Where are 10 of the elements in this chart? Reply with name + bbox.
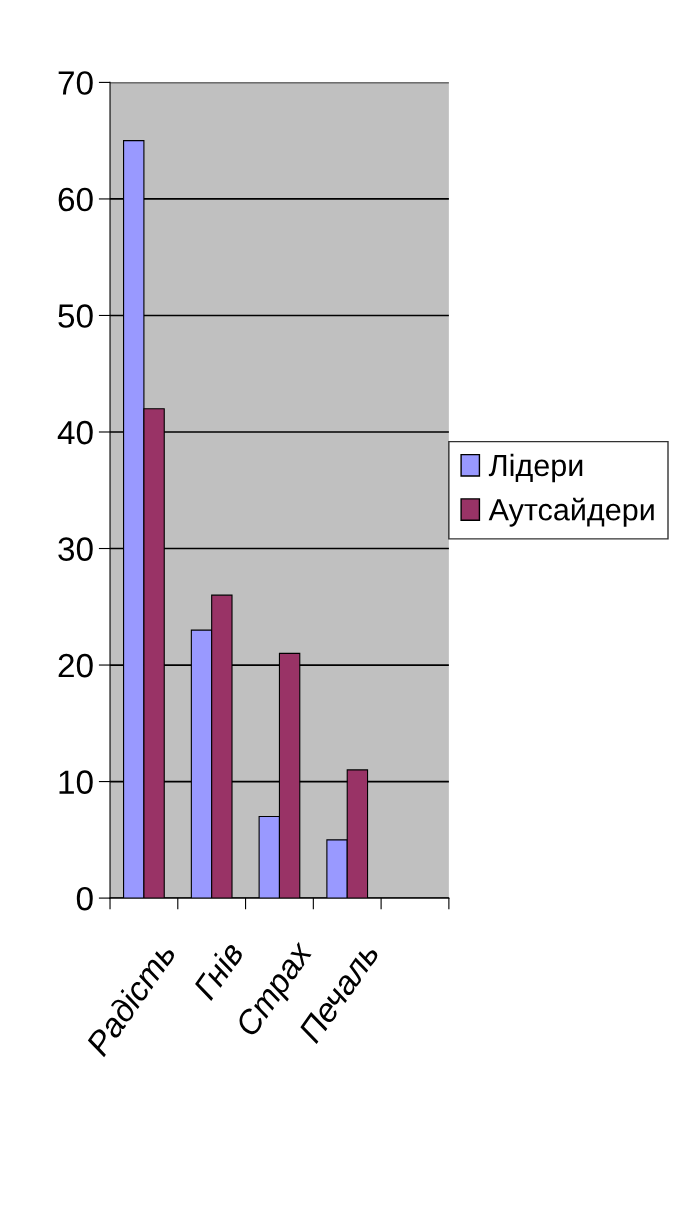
y-tick-label: 0 [76,886,93,911]
y-tick-label: 30 [58,537,93,561]
y-tick-label: 60 [58,187,93,212]
legend-label: Аутсайдери [488,497,654,527]
y-tick-label: 40 [57,420,93,445]
y-tick-label: 70 [58,71,93,95]
y-tick-label: 20 [58,653,93,678]
legend-label: Лідери [488,453,583,483]
y-tick-label: 10 [59,770,93,794]
y-tick-label: 50 [58,304,93,328]
